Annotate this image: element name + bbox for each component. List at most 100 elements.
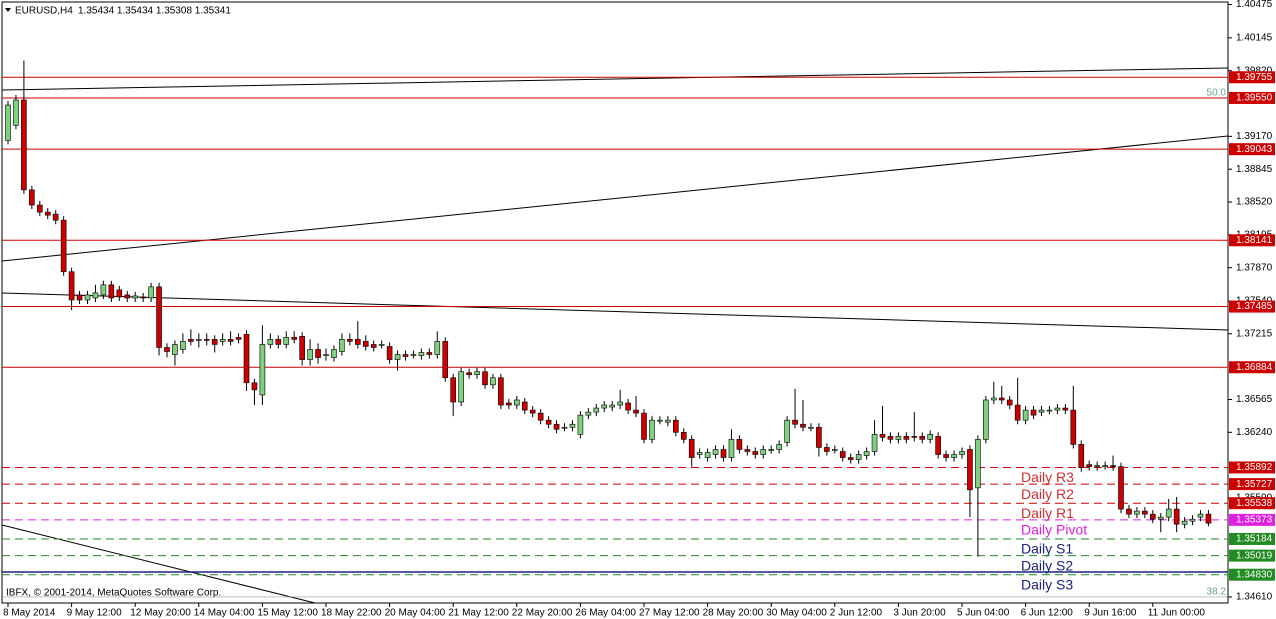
level-price-label: 1.39755	[1236, 72, 1273, 83]
level-price-label: 1.38141	[1236, 235, 1273, 246]
candle-body	[1189, 518, 1196, 522]
candle-body	[219, 339, 226, 342]
candle-body	[927, 434, 934, 440]
candle-body	[919, 436, 926, 440]
level-price-label: 1.35538	[1236, 498, 1273, 509]
y-tick-label: 1.34610	[1236, 592, 1273, 603]
candle-body	[1102, 465, 1108, 467]
chart-title: EURUSD,H4	[15, 6, 73, 17]
candle-body	[315, 349, 321, 358]
candle-body	[1030, 409, 1037, 416]
candle-body	[362, 341, 369, 347]
candle-body	[513, 399, 520, 406]
candle-body	[800, 423, 806, 428]
candle-body	[21, 99, 27, 191]
candle-body	[1054, 407, 1061, 411]
fib-label: 50.0	[1207, 88, 1227, 99]
candle-body	[339, 339, 345, 352]
level-price-label: 1.36884	[1236, 362, 1273, 373]
candle-body	[521, 401, 528, 411]
candle-body	[879, 434, 886, 438]
candle-body	[474, 371, 480, 376]
candle-body	[855, 454, 862, 460]
candle-body	[1173, 508, 1180, 525]
level-price-box	[1229, 478, 1275, 491]
candle-body	[983, 399, 989, 440]
candle-body	[283, 337, 290, 345]
candle-body	[323, 354, 329, 356]
candle-body	[466, 372, 472, 376]
x-tick-label: 30 May 04:00	[766, 608, 827, 619]
y-tick-label: 1.36240	[1236, 427, 1273, 438]
x-tick-label: 22 May 20:00	[512, 608, 573, 619]
candle-body	[442, 341, 449, 379]
candle-body	[148, 286, 154, 299]
candle-body	[243, 334, 250, 384]
level-price-box	[1229, 234, 1275, 247]
candle-body	[585, 411, 592, 416]
level-price-label: 1.39043	[1236, 144, 1273, 155]
candle-body	[967, 449, 973, 491]
candle-body	[1086, 464, 1092, 467]
candle-body	[990, 397, 997, 401]
candle-body	[156, 286, 162, 348]
candle-body	[251, 382, 258, 391]
candle-body	[903, 436, 910, 440]
candle-body	[1205, 513, 1212, 524]
candle-body	[188, 339, 194, 342]
level-name: Daily R1	[1021, 505, 1074, 521]
candle-body	[601, 404, 608, 409]
candle-body	[768, 449, 775, 451]
level-price-box	[1229, 300, 1275, 313]
candle-body	[259, 344, 266, 396]
candle-body	[370, 344, 377, 348]
candle-body	[847, 457, 854, 460]
candle-body	[164, 347, 170, 352]
x-tick-label: 15 May 12:00	[257, 608, 318, 619]
candle-body	[378, 344, 385, 346]
candle-body	[132, 295, 138, 299]
candle-body	[235, 337, 242, 340]
menu-arrow[interactable]	[5, 8, 11, 12]
candle-body	[172, 344, 178, 355]
candle-body	[458, 371, 464, 403]
candle-body	[5, 104, 11, 141]
candle-body	[824, 447, 830, 452]
y-tick-label: 1.38520	[1236, 197, 1273, 208]
candle-body	[1118, 466, 1124, 510]
candle-body	[410, 354, 417, 356]
candle-body	[744, 449, 751, 452]
x-tick-label: 21 May 12:00	[448, 608, 509, 619]
candle-body	[386, 346, 393, 360]
x-tick-label: 28 May 20:00	[703, 608, 764, 619]
candle-body	[712, 449, 719, 455]
candle-body	[696, 452, 703, 455]
candle-body	[52, 213, 59, 221]
candle-body	[68, 271, 75, 301]
level-price-label: 1.35892	[1236, 462, 1273, 473]
trendline	[1, 524, 316, 604]
candle-body	[227, 339, 234, 342]
candle-body	[1157, 516, 1164, 520]
candle-body	[1046, 409, 1053, 412]
level-price-label: 1.35184	[1236, 534, 1273, 545]
candle-body	[418, 352, 425, 356]
candle-body	[498, 377, 504, 406]
level-name: Daily Pivot	[1021, 522, 1087, 538]
level-price-label: 1.39550	[1236, 93, 1273, 104]
candle-body	[808, 426, 814, 429]
candle-body	[116, 289, 123, 298]
candle-body	[1014, 404, 1021, 421]
level-price-label: 1.35373	[1236, 515, 1273, 526]
candle-body	[553, 423, 560, 430]
candle-body	[975, 439, 981, 489]
candle-body	[665, 419, 671, 423]
trendline	[1, 292, 1229, 331]
candle-body	[625, 402, 631, 411]
candle-body	[728, 439, 735, 458]
candle-body	[784, 419, 790, 443]
candle-body	[672, 419, 679, 433]
plot-frame	[1, 1, 1229, 604]
